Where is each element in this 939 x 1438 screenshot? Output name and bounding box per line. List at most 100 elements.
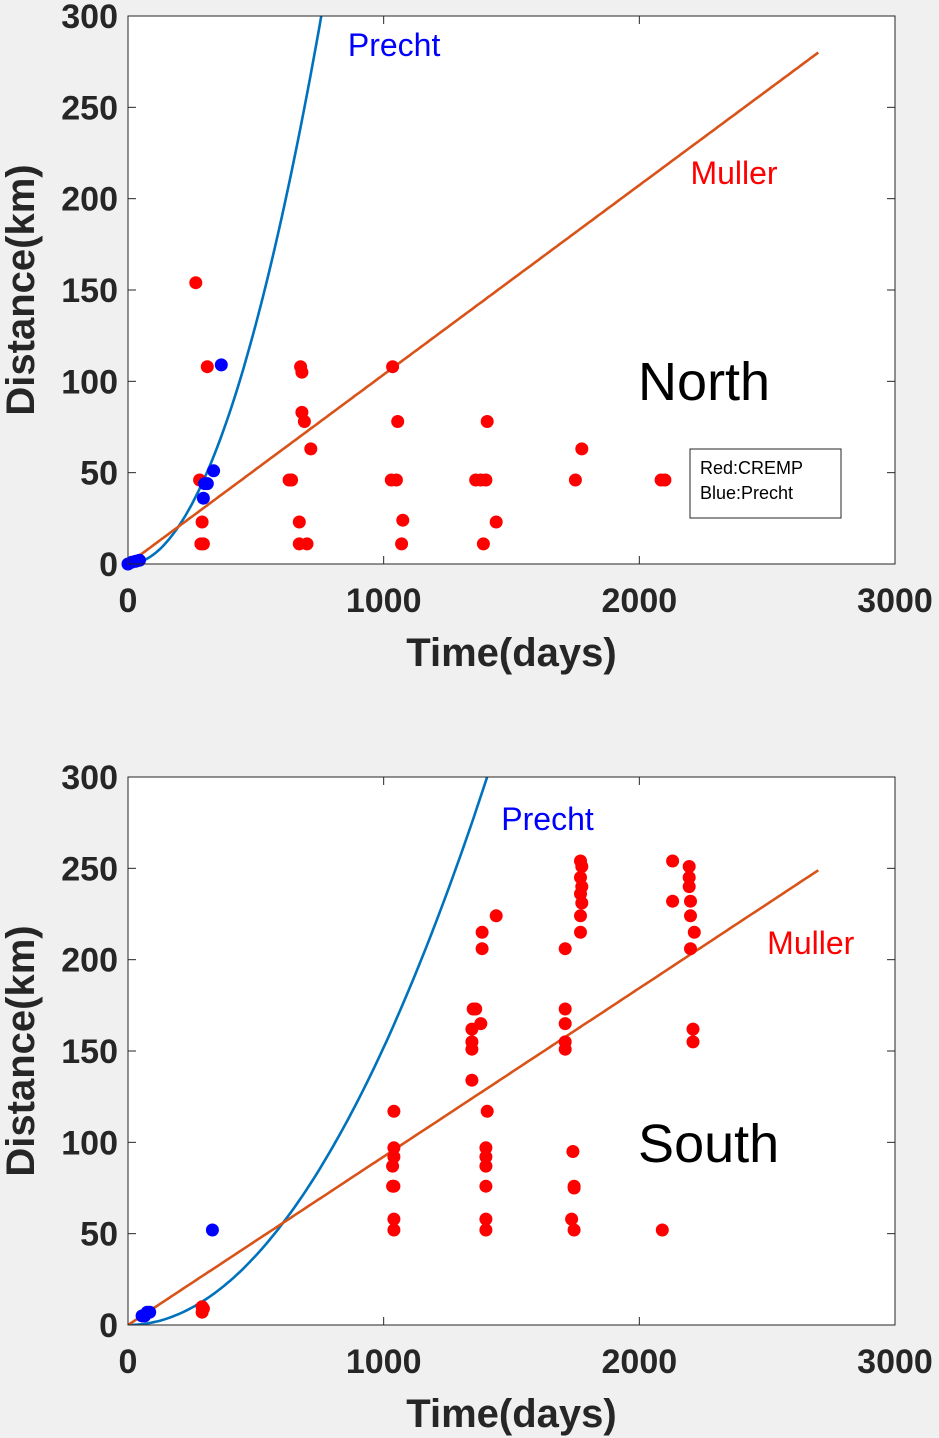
south-cremp-point [567, 1223, 581, 1237]
south-x-tick-label: 0 [119, 1343, 138, 1381]
south-region-label: South [638, 1114, 779, 1174]
south-cremp-point [196, 1302, 210, 1316]
north-cremp-point [391, 415, 405, 428]
north-cremp-point [304, 442, 318, 456]
north-cremp-point [196, 537, 210, 551]
south-cremp-point [575, 860, 589, 873]
north-legend: Red:CREMP Blue:Precht [689, 448, 842, 519]
north-cremp-point [297, 415, 311, 428]
north-cremp-point [285, 473, 299, 487]
north-cremp-point [489, 515, 503, 529]
south-muller-annotation: Muller [767, 925, 854, 961]
north-cremp-point [189, 276, 203, 290]
south-cremp-point [565, 1212, 579, 1226]
north-cremp-point [389, 473, 403, 487]
south-cremp-point [684, 894, 697, 908]
north-cremp-point [476, 537, 490, 551]
south-cremp-point [465, 1073, 479, 1087]
north-precht-point [207, 464, 221, 478]
south-cremp-point [684, 942, 697, 956]
south-cremp-point [558, 942, 572, 956]
south-y-tick-label: 150 [61, 1033, 118, 1071]
north-cremp-point [479, 473, 493, 487]
north-precht-point [133, 553, 146, 567]
south-cremp-point [386, 1179, 400, 1193]
south-cremp-point [666, 854, 680, 868]
south-cremp-point [387, 1212, 401, 1226]
south-cremp-point [479, 1141, 493, 1155]
south-cremp-point [558, 1002, 572, 1016]
south-y-tick-label: 200 [61, 942, 118, 980]
north-cremp-point [480, 415, 494, 428]
south-cremp-point [480, 1104, 494, 1118]
south-cremp-point [387, 1223, 401, 1237]
south-y-tick-label: 300 [61, 759, 118, 797]
south-cremp-point [682, 880, 696, 894]
south-cremp-point [686, 1035, 700, 1049]
south-precht-curve [128, 777, 489, 1325]
south-cremp-point [489, 909, 503, 923]
north-precht-point [196, 491, 210, 505]
north-x-tick-label: 1000 [346, 582, 422, 620]
north-cremp-point [195, 515, 209, 529]
south-cremp-point [479, 1150, 493, 1164]
south-cremp-point [479, 1159, 493, 1173]
south-cremp-point [386, 1159, 400, 1173]
north-y-tick-label: 250 [61, 89, 118, 127]
south-cremp-point [479, 1212, 493, 1226]
north-cremp-point [200, 360, 214, 374]
north-cremp-point [395, 537, 409, 551]
south-y-tick-label: 0 [99, 1307, 118, 1345]
south-plot-area [128, 777, 895, 1325]
north-y-tick-label: 300 [61, 0, 118, 36]
north-y-tick-label: 150 [61, 272, 118, 310]
north-y-tick-label: 50 [80, 455, 118, 493]
south-cremp-point [566, 1145, 580, 1158]
south-cremp-point [666, 894, 680, 908]
north-y-tick-label: 100 [61, 363, 118, 401]
south-cremp-point [682, 860, 696, 873]
south-cremp-point [574, 925, 587, 939]
north-cremp-point [300, 537, 314, 551]
south-cremp-point [687, 925, 701, 939]
south-x-tick-label: 1000 [346, 1343, 422, 1381]
south-cremp-point [655, 1223, 669, 1237]
north-cremp-point [396, 513, 410, 527]
south-y-axis-label: Distance(km) [0, 925, 43, 1176]
north-y-tick-label: 200 [61, 181, 118, 219]
south-cremp-point [466, 1002, 480, 1016]
north-cremp-point [386, 360, 400, 374]
north-x-tick-label: 0 [119, 582, 138, 620]
north-cremp-point [575, 442, 589, 456]
south-cremp-point [479, 1223, 493, 1237]
south-x-tick-label: 2000 [602, 1343, 678, 1381]
north-x-tick-label: 2000 [602, 582, 678, 620]
north-x-axis-label: Time(days) [406, 631, 616, 675]
south-muller-curve [128, 869, 820, 1325]
south-precht-point [143, 1305, 157, 1319]
north-legend-box [689, 448, 842, 519]
north-cremp-point [292, 515, 306, 529]
north-y-tick-label: 0 [99, 546, 118, 584]
south-x-axis-label: Time(days) [406, 1392, 616, 1436]
south-cremp-point [558, 1017, 572, 1031]
north-precht-curve [128, 16, 323, 564]
north-legend-line-precht: Blue:Precht [700, 483, 793, 503]
south-cremp-point [475, 942, 489, 956]
south-precht-point [205, 1223, 219, 1237]
south-y-tick-label: 250 [61, 850, 118, 888]
south-precht-annotation: Precht [501, 801, 594, 837]
north-cremp-point [568, 473, 582, 487]
north-legend-line-cremp: Red:CREMP [700, 458, 803, 478]
north-cremp-point [295, 365, 309, 379]
north-muller-annotation: Muller [690, 155, 777, 191]
south-cremp-point [575, 896, 589, 910]
north-chart: 0 1000 2000 3000 0 50 100 150 200 250 300 Time(day… [0, 0, 933, 675]
north-y-axis-label: Distance(km) [0, 164, 43, 415]
south-cremp-point [479, 1179, 493, 1193]
north-precht-point [200, 477, 214, 491]
north-region-label: North [638, 352, 770, 412]
south-cremp-point [567, 1181, 581, 1195]
